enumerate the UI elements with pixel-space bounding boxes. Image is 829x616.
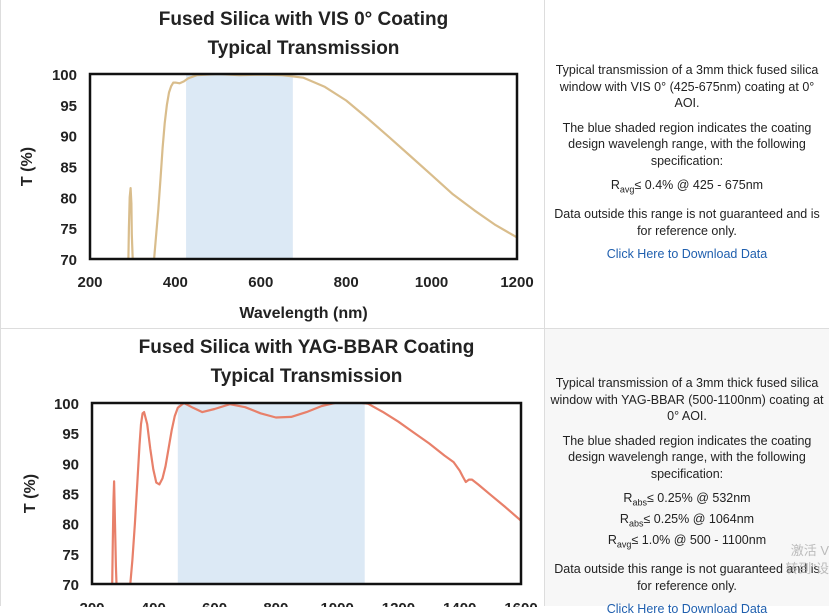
y-tick-label: 85 (62, 487, 79, 504)
description-text: Typical transmission of a 3mm thick fuse… (550, 376, 824, 423)
chart-subtitle: Typical Transmission (208, 38, 400, 59)
y-tick-label: 80 (62, 517, 79, 534)
disclaimer-text: Data outside this range is not guarantee… (554, 562, 820, 593)
y-tick-label: 95 (60, 98, 77, 115)
x-axis-label: Wavelength (nm) (239, 305, 367, 322)
x-tick-label: 600 (248, 274, 273, 291)
spec-lines: Rabs≤ 0.25% @ 532nm Rabs≤ 0.25% @ 1064nm… (547, 490, 827, 553)
chart-panel-1: Fused Silica with VIS 0° Coating Typical … (0, 0, 545, 328)
spec-line: Ravg≤ 1.0% @ 500 - 1100nm (607, 533, 767, 550)
chart-title: Fused Silica with VIS 0° Coating (159, 9, 448, 30)
x-tick-label: 1200 (500, 274, 533, 291)
chart-row-1: Fused Silica with VIS 0° Coating Typical … (0, 0, 829, 328)
design-range-shade (186, 74, 293, 259)
x-tick-label: 400 (163, 274, 188, 291)
chart-subtitle: Typical Transmission (211, 366, 403, 387)
x-tick-label: 1000 (415, 274, 448, 291)
transmission-line (111, 403, 521, 584)
design-range-shade (177, 403, 365, 584)
description-text: The blue shaded region indicates the coa… (562, 433, 812, 481)
download-data-link[interactable]: Click Here to Download Data (606, 247, 768, 261)
disclaimer-text: Data outside this range is not guarantee… (554, 207, 820, 238)
y-axis-label: T (%) (19, 147, 36, 186)
description-panel-2: Typical transmission of a 3mm thick fuse… (545, 328, 829, 616)
chart-panel-2: Fused Silica with YAG-BBAR Coating Typica… (0, 328, 545, 616)
plot-frame (88, 72, 519, 261)
spec-line: Rabs≤ 0.25% @ 1064nm (619, 512, 755, 529)
y-tick-label: 75 (60, 221, 77, 238)
y-tick-label: 80 (60, 190, 77, 207)
chart-2: Fused Silica with YAG-BBAR Coating Typica… (22, 337, 538, 616)
y-tick-label: 90 (62, 456, 79, 473)
watermark-text: 转到"设 (785, 561, 829, 576)
y-tick-label: 70 (62, 577, 79, 594)
x-tick-label: 800 (334, 274, 359, 291)
chart-row-2: Fused Silica with YAG-BBAR Coating Typica… (0, 328, 829, 616)
chart-title: Fused Silica with YAG-BBAR Coating (139, 337, 475, 358)
description-panel-1: Typical transmission of a 3mm thick fuse… (545, 0, 829, 328)
spec-line: Rabs≤ 0.25% @ 532nm (623, 491, 751, 508)
y-axis-label: T (%) (22, 474, 39, 513)
description-text: The blue shaded region indicates the coa… (562, 120, 812, 168)
y-tick-label: 100 (54, 396, 79, 413)
y-tick-label: 85 (60, 160, 77, 177)
spec-line: Ravg≤ 0.4% @ 425 - 675nm (610, 178, 764, 195)
y-tick-label: 75 (62, 547, 79, 564)
y-tick-label: 90 (60, 129, 77, 146)
download-data-link[interactable]: Click Here to Download Data (606, 602, 768, 616)
y-tick-label: 100 (52, 67, 77, 84)
description-text: Typical transmission of a 3mm thick fuse… (555, 63, 819, 110)
x-tick-label: 200 (77, 274, 102, 291)
watermark-text: 激活 V (790, 543, 829, 558)
plot-frame (90, 401, 523, 586)
transmission-line (127, 74, 517, 259)
y-tick-label: 95 (62, 426, 79, 443)
y-tick-label: 70 (60, 252, 77, 269)
chart-1: Fused Silica with VIS 0° Coating Typical … (19, 9, 534, 322)
